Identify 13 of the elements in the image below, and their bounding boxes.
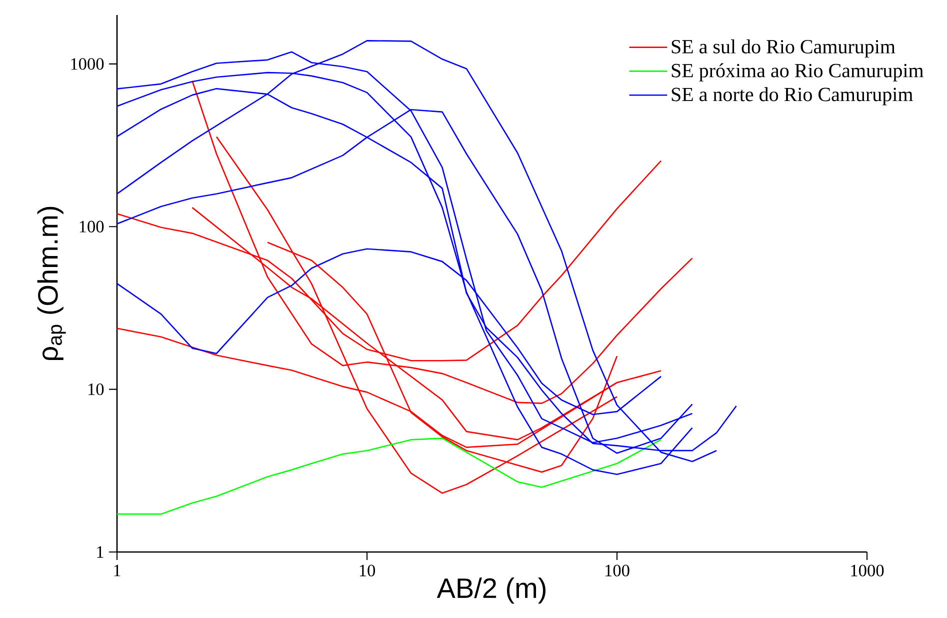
- x-tick-label: 1: [114, 564, 120, 576]
- legend-label: SE a norte do Rio Camurupim: [672, 87, 913, 106]
- y-tick-label: 10: [88, 383, 104, 396]
- legend-label: SE próxima ao Rio Camurupim: [672, 63, 924, 82]
- y-tick-label: 1: [97, 546, 104, 558]
- x-axis-title: AB/2 (m): [436, 578, 546, 604]
- x-tick-label: 100: [606, 564, 630, 576]
- legend-label: SE a sul do Rio Camurupim: [672, 39, 896, 58]
- y-tick-label: 100: [80, 220, 104, 232]
- x-tick-label: 10: [360, 564, 376, 576]
- y-axis-title: ρ$_{ap}$ (Ohm.m): [37, 206, 66, 360]
- x-tick-label: 1000: [851, 564, 884, 576]
- y-tick-label: 1000: [71, 58, 104, 70]
